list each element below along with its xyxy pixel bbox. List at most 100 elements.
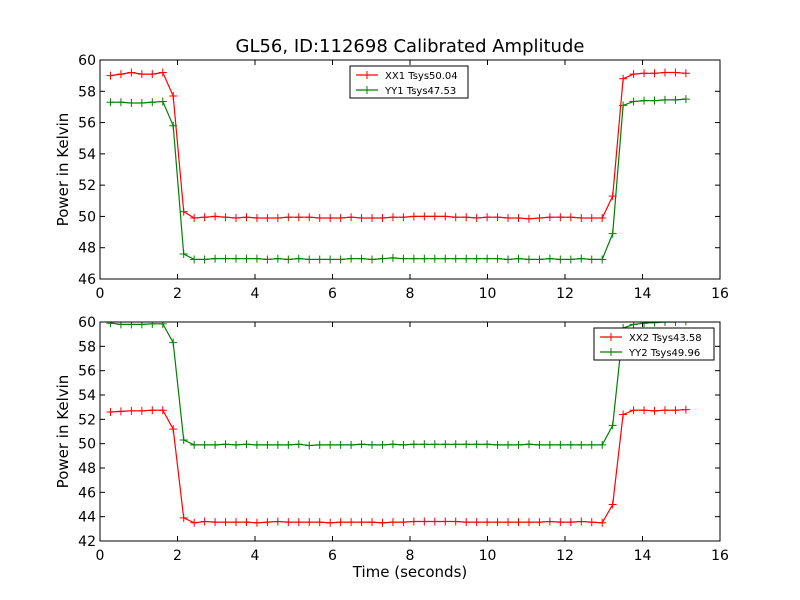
data-point <box>305 213 314 222</box>
data-point <box>242 213 251 222</box>
data-point <box>347 254 356 263</box>
data-point <box>504 518 513 527</box>
data-point <box>326 518 335 527</box>
y-tick-label: 60 <box>78 53 96 69</box>
data-point <box>462 213 471 222</box>
series-line <box>110 409 686 524</box>
data-point <box>158 97 167 106</box>
data-point <box>357 213 366 222</box>
data-point <box>357 254 366 263</box>
data-point <box>504 213 513 222</box>
data-point <box>242 440 251 449</box>
data-point <box>378 440 387 449</box>
data-point <box>420 254 429 263</box>
data-point <box>106 71 115 80</box>
data-point <box>598 255 607 264</box>
data-point <box>273 517 282 526</box>
data-point <box>524 518 533 527</box>
y-tick-label: 56 <box>78 116 96 132</box>
data-point <box>169 425 178 434</box>
x-tick-label: 12 <box>556 286 574 302</box>
data-point <box>587 518 596 527</box>
y-tick-label: 42 <box>78 534 96 550</box>
data-point <box>169 91 178 100</box>
data-point <box>357 440 366 449</box>
data-point <box>211 254 220 263</box>
data-point <box>211 212 220 221</box>
data-point <box>660 95 669 104</box>
data-point <box>409 212 418 221</box>
data-point <box>430 254 439 263</box>
data-point <box>200 213 209 222</box>
data-point <box>106 408 115 417</box>
data-point <box>462 254 471 263</box>
legend-label: XX1 Tsys50.04 <box>385 71 458 82</box>
data-point <box>660 68 669 77</box>
y-tick-label: 54 <box>78 388 96 404</box>
data-point <box>399 254 408 263</box>
x-tick-label: 8 <box>406 548 415 564</box>
data-point <box>137 99 146 108</box>
data-point <box>388 518 397 527</box>
data-point <box>315 213 324 222</box>
data-point <box>252 518 261 527</box>
data-point <box>357 518 366 527</box>
data-point <box>514 213 523 222</box>
data-point <box>671 68 680 77</box>
x-tick-label: 4 <box>251 286 260 302</box>
x-tick-label: 14 <box>634 286 652 302</box>
data-point <box>284 213 293 222</box>
data-point <box>420 517 429 526</box>
legend-box <box>349 65 469 99</box>
data-point <box>472 254 481 263</box>
data-point <box>305 255 314 264</box>
data-point <box>504 255 513 264</box>
data-point <box>472 213 481 222</box>
data-point <box>430 440 439 449</box>
chart-title: GL56, ID:112698 Calibrated Amplitude <box>236 36 585 57</box>
data-point <box>263 440 272 449</box>
data-point <box>577 440 586 449</box>
data-point <box>556 440 565 449</box>
data-point <box>127 406 136 415</box>
data-point <box>252 440 261 449</box>
data-point <box>263 518 272 527</box>
data-point <box>493 213 502 222</box>
x-tick-label: 0 <box>96 286 105 302</box>
y-tick-label: 60 <box>78 315 96 331</box>
data-point <box>608 421 617 430</box>
data-point <box>378 213 387 222</box>
data-point <box>409 440 418 449</box>
y-tick-label: 52 <box>78 178 96 194</box>
data-point <box>158 406 167 415</box>
data-point <box>629 322 638 329</box>
data-point <box>211 518 220 527</box>
data-point <box>671 406 680 415</box>
data-point <box>148 70 157 79</box>
data-point <box>232 440 241 449</box>
data-point <box>221 213 230 222</box>
data-point <box>347 518 356 527</box>
data-point <box>294 518 303 527</box>
data-point <box>137 70 146 79</box>
data-point <box>263 255 272 264</box>
x-tick-label: 16 <box>711 286 729 302</box>
data-point <box>252 254 261 263</box>
data-point <box>566 213 575 222</box>
data-point <box>524 255 533 264</box>
data-point <box>577 254 586 263</box>
data-point <box>127 322 136 329</box>
data-point <box>158 68 167 77</box>
data-point <box>179 513 188 522</box>
y-tick-label: 48 <box>78 461 96 477</box>
data-point <box>430 517 439 526</box>
data-point <box>127 99 136 108</box>
data-point <box>200 440 209 449</box>
series-line <box>110 98 686 261</box>
data-point <box>169 121 178 130</box>
data-point <box>524 440 533 449</box>
data-point <box>137 322 146 329</box>
data-point <box>116 407 125 416</box>
